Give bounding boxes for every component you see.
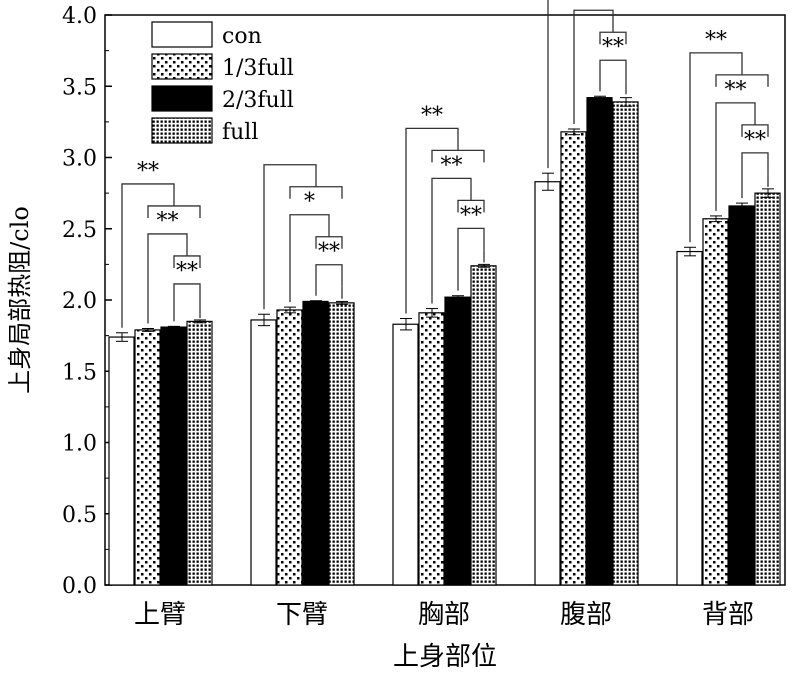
comparison-bracket xyxy=(599,59,627,92)
comparison-bracket xyxy=(405,127,459,314)
bar-con xyxy=(676,250,703,586)
bars xyxy=(108,95,781,586)
bar-con xyxy=(534,181,561,586)
comparison-bracket xyxy=(121,183,175,328)
y-axis-label: 上身局部热阻/clo xyxy=(6,206,34,394)
x-tick-label: 背部 xyxy=(702,600,754,630)
bar-2-3full xyxy=(586,97,613,586)
comparison-bracket xyxy=(289,214,330,303)
significance-label: ** xyxy=(460,203,482,228)
y-tick-label: 0.0 xyxy=(62,574,97,599)
y-tick-label: 1.5 xyxy=(62,360,97,385)
bar-con xyxy=(392,323,419,586)
y-tick-label: 3.5 xyxy=(62,75,97,100)
x-tick-label: 下臂 xyxy=(276,600,328,630)
x-tick-label: 腹部 xyxy=(560,600,612,630)
significance-label: ** xyxy=(602,35,624,60)
bar-con xyxy=(250,319,277,586)
y-tick-label: 1.0 xyxy=(62,432,97,457)
comparison-bracket xyxy=(457,227,485,291)
x-axis-label: 上身部位 xyxy=(393,642,497,672)
bar-2-3full xyxy=(302,300,329,586)
bar-2-3full xyxy=(160,326,187,586)
comparison-bracket xyxy=(263,164,317,310)
significance-label: ** xyxy=(157,209,179,234)
y-tick-label: 2.5 xyxy=(62,218,97,243)
bar-full xyxy=(470,265,497,586)
legend-swatch-con xyxy=(151,21,213,48)
x-tick-label: 上臂 xyxy=(134,600,186,630)
comparison-bracket xyxy=(715,102,756,211)
comparison-bracket xyxy=(315,264,343,296)
bar-1-3full xyxy=(276,309,303,586)
legend-label: full xyxy=(222,120,258,145)
y-tick-label: 0.5 xyxy=(62,503,97,528)
comparison-bracket xyxy=(431,177,472,304)
bar-1-3full xyxy=(418,312,445,586)
legend-label: 1/3full xyxy=(222,56,294,81)
legend-swatch-2-3full xyxy=(151,85,213,112)
comparison-subgroup-bracket xyxy=(289,186,343,199)
x-tick-label: 胸部 xyxy=(418,600,470,630)
bar-1-3full xyxy=(134,329,161,586)
bar-full xyxy=(754,192,781,586)
comparison-bracket xyxy=(547,0,549,169)
y-tick-label: 3.0 xyxy=(62,147,97,172)
significance-label: ** xyxy=(725,78,747,103)
y-tick-label: 2.0 xyxy=(62,289,97,314)
significance-label: ** xyxy=(176,259,198,284)
bar-full xyxy=(612,101,639,586)
legend-swatch-1-3full xyxy=(151,53,213,80)
bar-con xyxy=(108,336,135,586)
comparison-bracket xyxy=(741,152,769,199)
legend-label: con xyxy=(222,24,262,49)
significance-label: ** xyxy=(705,28,727,53)
significance-label: * xyxy=(304,190,315,215)
comparison-bracket xyxy=(173,283,201,322)
comparison-bracket xyxy=(689,52,743,243)
bar-2-3full xyxy=(444,296,471,586)
bar-1-3full xyxy=(702,218,729,586)
legend-label: 2/3full xyxy=(222,88,294,113)
significance-label: ** xyxy=(441,153,463,178)
significance-label: ** xyxy=(421,103,443,128)
axes: 0.0 0.5 1.0 1.5 2.0 2.5 3.0 3.5 4.0 上臂 下臂 胸部 腹部 背部 xyxy=(62,4,786,630)
legend-swatch-full xyxy=(151,117,213,144)
significance-label: ** xyxy=(583,0,605,10)
comparison-bracket xyxy=(147,233,188,324)
bar-2-3full xyxy=(728,205,755,586)
bar-full xyxy=(328,302,355,586)
significance-label: ** xyxy=(137,159,159,184)
bar-full xyxy=(186,320,213,586)
legend: con 1/3full 2/3full full xyxy=(151,21,294,145)
significance-label: ** xyxy=(744,128,766,153)
significance-label: ** xyxy=(318,240,340,265)
significance-annotations: ************************* xyxy=(121,0,769,328)
bar-1-3full xyxy=(560,131,587,586)
y-tick-label: 4.0 xyxy=(62,4,97,29)
comparison-bracket xyxy=(573,9,614,124)
